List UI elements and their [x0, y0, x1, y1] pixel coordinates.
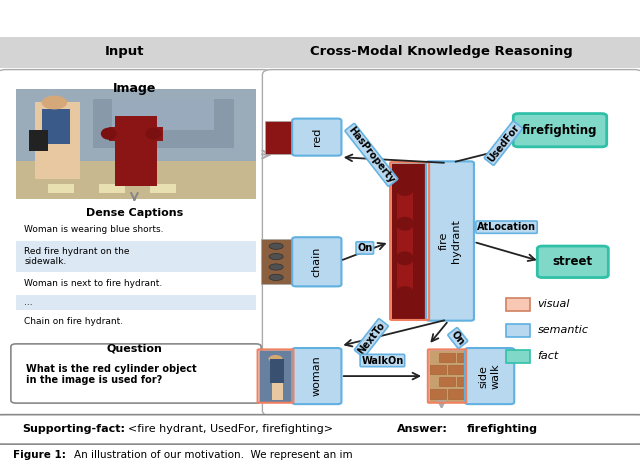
Text: <fire hydrant, UsedFor, firefighting>: <fire hydrant, UsedFor, firefighting>	[128, 424, 333, 434]
Bar	[150, 184, 176, 192]
FancyBboxPatch shape	[292, 348, 342, 404]
Text: Question: Question	[106, 343, 163, 353]
Ellipse shape	[100, 128, 116, 140]
Text: semantic: semantic	[538, 325, 589, 336]
Bar	[266, 121, 292, 154]
Text: WalkOn: WalkOn	[361, 356, 404, 366]
Text: Dense Captions: Dense Captions	[86, 208, 183, 218]
Text: side
walk: side walk	[479, 363, 500, 389]
Bar	[259, 350, 292, 402]
Bar	[271, 359, 285, 383]
Ellipse shape	[269, 274, 283, 280]
Bar	[99, 184, 125, 192]
Text: firefighting: firefighting	[522, 124, 598, 137]
Text: red: red	[312, 128, 322, 146]
Text: An illustration of our motivation.  We represent an im: An illustration of our motivation. We re…	[74, 450, 352, 461]
Ellipse shape	[269, 243, 283, 249]
Text: chain: chain	[312, 247, 322, 277]
Bar	[440, 377, 456, 387]
FancyBboxPatch shape	[426, 161, 474, 321]
Bar	[109, 127, 163, 140]
Ellipse shape	[269, 254, 283, 260]
FancyBboxPatch shape	[392, 163, 428, 319]
Text: NextTo: NextTo	[356, 320, 387, 356]
Text: On: On	[357, 243, 372, 253]
Bar	[35, 102, 80, 179]
FancyBboxPatch shape	[11, 344, 261, 403]
Ellipse shape	[396, 182, 414, 196]
Bar	[506, 298, 530, 311]
Text: firefighting: firefighting	[467, 424, 538, 434]
Text: UsedFor: UsedFor	[486, 122, 521, 164]
Text: ...: ...	[24, 298, 33, 307]
Bar	[29, 130, 48, 151]
Bar	[16, 88, 256, 199]
FancyBboxPatch shape	[0, 415, 640, 444]
FancyBboxPatch shape	[0, 70, 272, 416]
Bar	[16, 241, 256, 272]
FancyBboxPatch shape	[262, 70, 640, 416]
Bar	[16, 272, 256, 295]
FancyBboxPatch shape	[292, 118, 342, 156]
Text: What is the red cylinder object
in the image is used for?: What is the red cylinder object in the i…	[26, 364, 196, 385]
Bar	[16, 219, 256, 241]
Ellipse shape	[396, 251, 414, 265]
Text: Woman is next to fire hydrant.: Woman is next to fire hydrant.	[24, 279, 163, 288]
Bar	[449, 389, 465, 399]
Text: HasProperty: HasProperty	[346, 125, 396, 185]
Text: Woman is wearing blue shorts.: Woman is wearing blue shorts.	[24, 225, 164, 234]
Text: Red fire hydrant on the
sidewalk.: Red fire hydrant on the sidewalk.	[24, 247, 130, 266]
Bar	[458, 352, 474, 362]
Bar	[115, 120, 157, 186]
Text: Figure 1:: Figure 1:	[13, 450, 66, 461]
Bar	[449, 365, 465, 374]
Text: Chain on fire hydrant.: Chain on fire hydrant.	[24, 317, 124, 326]
FancyBboxPatch shape	[465, 348, 515, 404]
Text: fire
hydrant: fire hydrant	[439, 219, 461, 263]
Text: AtLocation: AtLocation	[477, 222, 536, 232]
Text: woman: woman	[312, 356, 322, 396]
Bar	[42, 110, 70, 144]
Bar	[431, 389, 447, 399]
Bar	[16, 161, 256, 199]
Text: Answer:: Answer:	[397, 424, 447, 434]
Ellipse shape	[269, 355, 283, 363]
Ellipse shape	[269, 264, 283, 270]
Bar	[397, 189, 413, 293]
Bar	[48, 184, 74, 192]
Text: street: street	[553, 256, 593, 268]
FancyBboxPatch shape	[538, 246, 609, 278]
Ellipse shape	[146, 128, 161, 140]
Bar	[115, 117, 157, 130]
Bar	[429, 350, 465, 402]
Text: Image: Image	[113, 82, 156, 95]
Bar	[431, 365, 447, 374]
Bar	[506, 350, 530, 363]
Bar	[93, 99, 234, 147]
Bar	[440, 352, 456, 362]
Ellipse shape	[42, 95, 67, 110]
Text: Input: Input	[105, 44, 145, 58]
Bar	[16, 310, 256, 333]
FancyBboxPatch shape	[513, 114, 607, 147]
Ellipse shape	[396, 217, 414, 231]
Text: On: On	[449, 329, 467, 347]
Bar	[16, 295, 256, 310]
Text: Cross-Modal Knowledge Reasoning: Cross-Modal Knowledge Reasoning	[310, 44, 573, 58]
Ellipse shape	[396, 286, 414, 300]
Text: visual: visual	[538, 300, 570, 309]
Bar	[112, 99, 214, 130]
Text: Supporting-fact:: Supporting-fact:	[22, 424, 125, 434]
Text: fact: fact	[538, 351, 559, 361]
Bar	[458, 377, 474, 387]
Bar	[261, 239, 292, 284]
Bar	[272, 383, 284, 400]
FancyBboxPatch shape	[292, 237, 342, 286]
Bar	[506, 324, 530, 337]
